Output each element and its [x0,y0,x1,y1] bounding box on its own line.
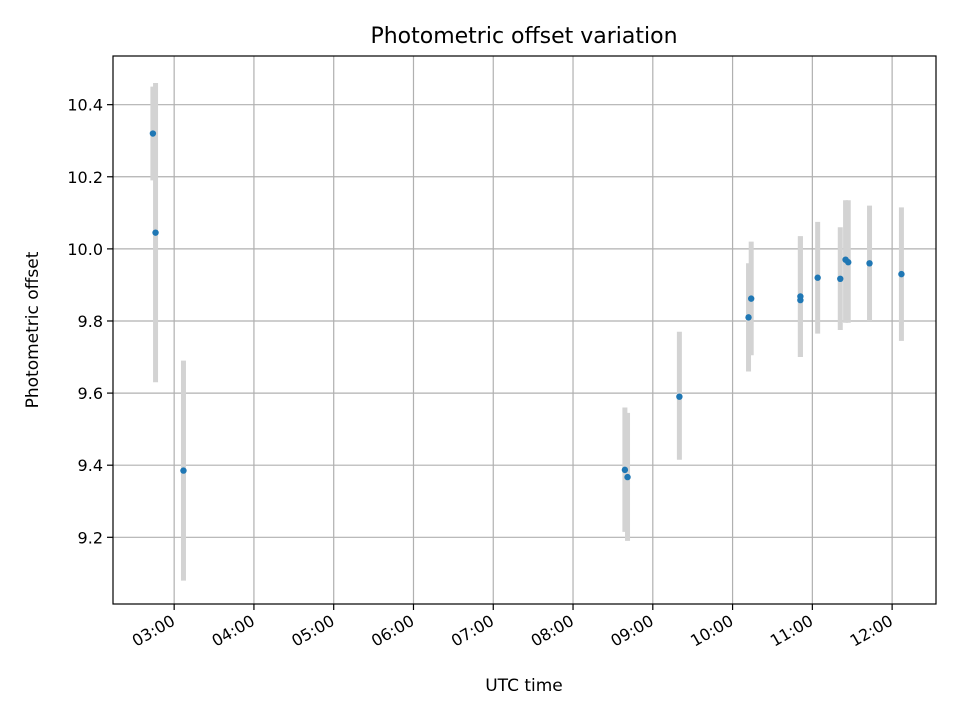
data-point [152,229,159,236]
x-tick-label: 12:00 [847,611,896,651]
data-point [676,393,683,400]
data-point [745,314,752,321]
x-tick-label: 03:00 [129,611,178,651]
plot-area-frame [112,55,937,605]
data-point [180,467,187,474]
data-point [624,473,631,481]
x-tick-label: 11:00 [767,611,816,651]
error-bars [150,83,904,581]
data-points [149,130,905,481]
y-tick-label: 9.6 [78,384,103,403]
x-tick-label: 09:00 [607,611,656,651]
data-point [898,270,905,278]
x-tick-label: 08:00 [528,611,577,651]
data-point [845,259,852,266]
data-point [747,295,755,302]
data-point [797,293,804,300]
grid [113,56,936,604]
x-tick-label: 04:00 [209,611,258,651]
x-tick-label: 05:00 [288,611,337,651]
y-tick-label: 9.4 [78,456,103,475]
x-axis-label: UTC time [485,676,563,696]
data-point [866,260,873,267]
y-axis-label: Photometric offset [23,251,43,408]
y-tick-label: 9.2 [78,528,103,547]
y-tick-label: 10.0 [67,240,103,259]
x-ticks: 03:00 04:00 05:00 06:00 07:00 08:00 09:00 10:00… [129,604,896,651]
y-tick-label: 10.4 [67,96,103,115]
data-point [149,130,157,137]
chart-title: Photometric offset variation [370,24,677,49]
y-tick-label: 9.8 [78,312,103,331]
x-tick-label: 07:00 [448,611,497,651]
data-point [621,466,629,474]
y-tick-label: 10.2 [67,168,103,187]
y-ticks: 9.2 9.4 9.6 9.8 10.0 10.2 10.4 [67,96,113,547]
x-tick-label: 06:00 [368,611,417,651]
data-point [814,274,821,281]
x-tick-label: 10:00 [687,611,736,651]
data-point [837,275,844,283]
